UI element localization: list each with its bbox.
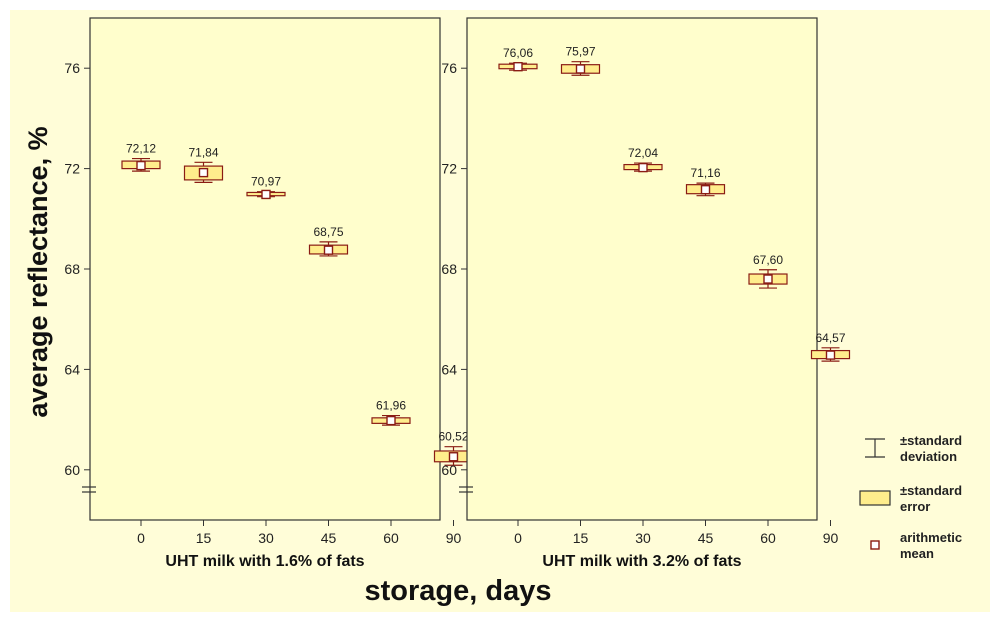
mean-marker	[261, 189, 271, 200]
box-60: 67,60	[748, 253, 788, 289]
mean-data-label: 72,04	[628, 146, 658, 160]
x-tick-label: 0	[514, 530, 522, 546]
box-30: 72,04	[623, 146, 663, 173]
box-0: 72,12	[121, 142, 161, 172]
panel-frame	[89, 17, 441, 521]
mean-marker	[575, 64, 586, 74]
y-tick-label: 64	[64, 361, 80, 377]
mean-marker	[638, 162, 648, 173]
panel-label: UHT milk with 1.6% of fats	[165, 553, 364, 570]
mean-data-label: 76,06	[503, 46, 533, 60]
y-tick-label: 72	[64, 161, 80, 177]
x-axis-title: storage, days	[365, 575, 552, 607]
y-tick-label: 72	[441, 161, 457, 177]
legend-label: deviation	[900, 449, 957, 464]
legend-mean-symbol	[870, 540, 880, 550]
mean-data-label: 70,97	[251, 175, 281, 189]
box-15: 75,97	[560, 45, 601, 76]
box-90: 60,52	[433, 430, 474, 466]
panel-1: 60 64 68 72 76 0 15 30 45 60 90 UHT milk with 1.6% …	[64, 17, 474, 570]
legend-label: error	[900, 499, 930, 514]
x-tick-label: 30	[258, 530, 274, 546]
mean-marker	[763, 274, 773, 284]
x-tick-label: 30	[635, 530, 651, 546]
x-tick-label: 60	[383, 530, 399, 546]
mean-data-label: 64,57	[815, 331, 845, 345]
mean-marker	[700, 184, 711, 195]
legend: ±standarddeviation±standarderrorarithmet…	[859, 433, 962, 561]
mean-data-label: 60,52	[438, 430, 468, 444]
legend-label: arithmetic	[900, 530, 962, 545]
mean-marker	[513, 61, 523, 72]
box-15: 71,84	[183, 145, 224, 184]
box-30: 70,97	[246, 175, 286, 200]
panel-frame	[466, 17, 818, 521]
legend-se-symbol	[859, 490, 891, 506]
x-tick-label: 60	[760, 530, 776, 546]
y-tick-label: 60	[441, 462, 457, 478]
mean-marker	[136, 160, 146, 171]
x-tick-label: 90	[446, 530, 462, 546]
legend-label: ±standard	[900, 433, 962, 448]
y-tick-label: 68	[441, 261, 457, 277]
x-tick-label: 15	[573, 530, 589, 546]
y-tick-label: 60	[64, 462, 80, 478]
mean-data-label: 71,16	[690, 166, 720, 180]
mean-data-label: 72,12	[126, 142, 156, 156]
mean-marker	[448, 452, 459, 462]
x-tick-label: 0	[137, 530, 145, 546]
y-tick-label: 64	[441, 361, 457, 377]
y-tick-label: 76	[441, 60, 457, 76]
box-90: 64,57	[810, 331, 851, 362]
x-tick-label: 45	[698, 530, 714, 546]
mean-marker	[386, 415, 396, 426]
mean-marker	[198, 167, 209, 178]
y-tick-label: 76	[64, 60, 80, 76]
panel-2: 60 64 68 72 76 0 15 30 45 60 90 UHT milk with 3.2% …	[441, 17, 851, 570]
mean-data-label: 61,96	[376, 399, 406, 413]
mean-data-label: 75,97	[565, 45, 595, 59]
y-tick-label: 68	[64, 261, 80, 277]
legend-label: ±standard	[900, 483, 962, 498]
x-tick-label: 45	[321, 530, 337, 546]
mean-data-label: 68,75	[313, 225, 343, 239]
box-60: 61,96	[371, 399, 411, 426]
panels-layer: 60 64 68 72 76 0 15 30 45 60 90 UHT milk with 1.6% …	[64, 17, 851, 570]
x-tick-label: 90	[823, 530, 839, 546]
y-axis-title: average reflectance, %	[23, 126, 53, 417]
mean-data-label: 67,60	[753, 253, 783, 267]
x-tick-label: 15	[196, 530, 212, 546]
box-45: 71,16	[685, 166, 726, 197]
mean-marker	[323, 245, 334, 255]
panel-label: UHT milk with 3.2% of fats	[542, 553, 741, 570]
mean-marker	[825, 350, 836, 360]
mean-data-label: 71,84	[188, 145, 218, 159]
legend-label: mean	[900, 546, 934, 561]
box-0: 76,06	[498, 46, 538, 72]
box-45: 68,75	[308, 225, 349, 257]
